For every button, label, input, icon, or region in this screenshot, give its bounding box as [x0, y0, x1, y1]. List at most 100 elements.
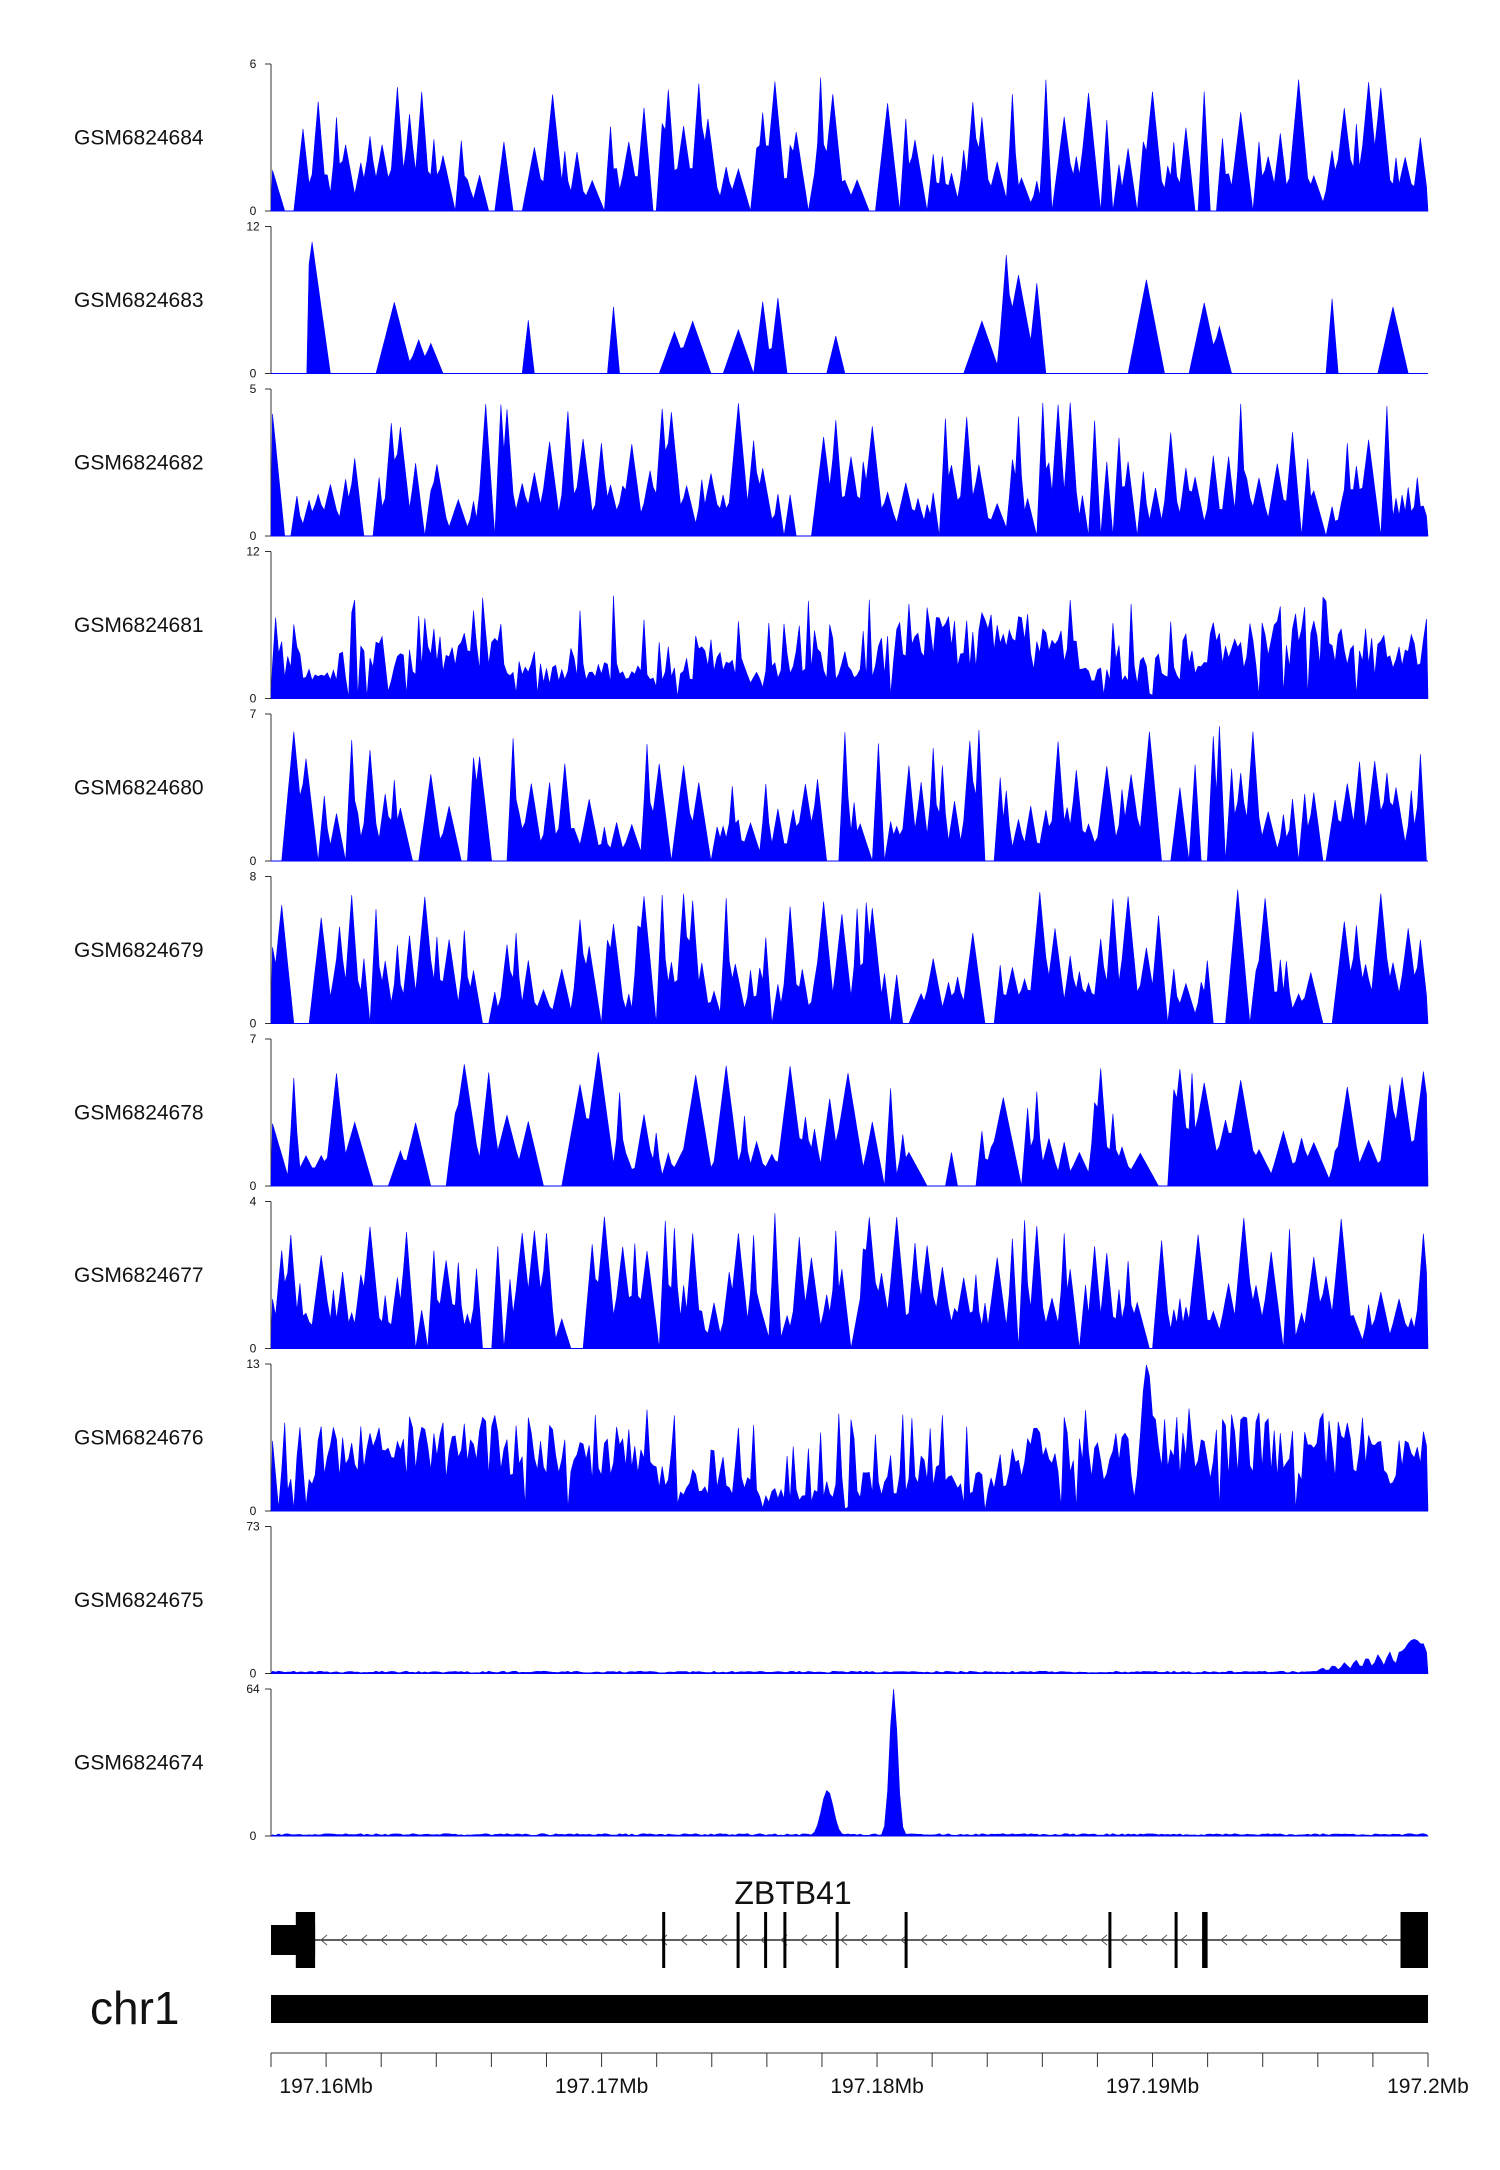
strand-chevron: [1340, 1934, 1348, 1946]
signal-area: [270, 889, 1429, 1024]
y-max-label: 64: [246, 1682, 260, 1696]
y-min-label: 0: [250, 1829, 257, 1843]
strand-chevron: [960, 1934, 968, 1946]
track-GSM6824677: GSM6824677 4 0: [74, 1195, 1429, 1356]
signal-area: [270, 402, 1429, 537]
track-GSM6824679: GSM6824679 8 0: [74, 870, 1429, 1031]
track-label: GSM6824680: [74, 777, 204, 800]
strand-chevron: [520, 1934, 528, 1946]
strand-chevron: [1240, 1934, 1248, 1946]
track-label: GSM6824677: [74, 1264, 204, 1287]
y-min-label: 0: [250, 1342, 257, 1356]
y-min-label: 0: [250, 1667, 257, 1681]
strand-chevron: [380, 1934, 388, 1946]
strand-chevron: [1000, 1934, 1008, 1946]
signal-area: [270, 1688, 1429, 1837]
strand-chevron: [340, 1934, 348, 1946]
strand-chevron: [480, 1934, 488, 1946]
y-max-label: 13: [246, 1357, 260, 1371]
strand-chevron: [1060, 1934, 1068, 1946]
track-label: GSM6824678: [74, 1102, 204, 1125]
x-tick-label: 197.18Mb: [830, 2075, 923, 2098]
x-tick-label: 197.2Mb: [1387, 2075, 1469, 2098]
strand-chevron: [980, 1934, 988, 1946]
strand-chevron: [1080, 1934, 1088, 1946]
gene-exon: [1400, 1912, 1428, 1968]
strand-chevron: [500, 1934, 508, 1946]
y-min-label: 0: [250, 1504, 257, 1518]
track-GSM6824676: GSM6824676 13 0: [74, 1357, 1429, 1518]
gene-exon: [1174, 1912, 1178, 1968]
y-min-label: 0: [250, 1017, 257, 1031]
gene-exon: [1108, 1912, 1112, 1968]
signal-area: [270, 595, 1429, 699]
y-max-label: 7: [250, 1032, 257, 1046]
chromosome-bar: [271, 1995, 1428, 2023]
strand-chevron: [1100, 1934, 1108, 1946]
y-min-label: 0: [250, 854, 257, 868]
strand-chevron: [360, 1934, 368, 1946]
gene-exon: [662, 1912, 666, 1968]
strand-chevron: [1220, 1934, 1228, 1946]
chromosome-track: chr1: [90, 1982, 1428, 2034]
strand-chevron: [1020, 1934, 1028, 1946]
y-min-label: 0: [250, 367, 257, 381]
track-label: GSM6824683: [74, 289, 204, 312]
strand-chevron: [680, 1934, 688, 1946]
y-max-label: 7: [250, 707, 257, 721]
strand-chevron: [1300, 1934, 1308, 1946]
y-max-label: 5: [250, 382, 257, 396]
strand-chevron: [1320, 1934, 1328, 1946]
strand-chevron: [580, 1934, 588, 1946]
strand-chevron: [460, 1934, 468, 1946]
gene-exon: [835, 1912, 839, 1968]
strand-chevron: [1140, 1934, 1148, 1946]
track-label: GSM6824679: [74, 939, 204, 962]
signal-area: [270, 1213, 1429, 1349]
signal-area: [306, 241, 1428, 374]
strand-chevron: [1360, 1934, 1368, 1946]
chromosome-name: chr1: [90, 1982, 179, 2034]
signal-area: [270, 1638, 1429, 1674]
strand-chevron: [1160, 1934, 1168, 1946]
track-label: GSM6824675: [74, 1589, 204, 1612]
strand-chevron: [920, 1934, 928, 1946]
strand-chevron: [800, 1934, 808, 1946]
strand-chevron: [880, 1934, 888, 1946]
y-max-label: 4: [250, 1195, 257, 1209]
y-max-label: 8: [250, 870, 257, 884]
strand-chevron: [1180, 1934, 1188, 1946]
strand-chevron: [860, 1934, 868, 1946]
track-GSM6824683: GSM6824683 12 0: [74, 220, 1428, 381]
track-GSM6824680: GSM6824680 7 0: [74, 707, 1428, 868]
gene-name: ZBTB41: [734, 1875, 851, 1911]
signal-area: [271, 726, 1428, 862]
y-max-label: 73: [246, 1520, 260, 1534]
strand-chevron: [720, 1934, 728, 1946]
y-max-label: 12: [246, 220, 260, 234]
x-tick-label: 197.17Mb: [555, 2075, 648, 2098]
gene-exon: [764, 1912, 768, 1968]
strand-chevron: [400, 1934, 408, 1946]
strand-chevron: [1040, 1934, 1048, 1946]
track-GSM6824682: GSM6824682 5 0: [74, 382, 1429, 543]
y-max-label: 12: [246, 545, 260, 559]
track-GSM6824674: GSM6824674 64 0: [74, 1682, 1429, 1843]
y-min-label: 0: [250, 529, 257, 543]
strand-chevron: [560, 1934, 568, 1946]
track-label: GSM6824682: [74, 452, 204, 475]
strand-chevron: [840, 1934, 848, 1946]
strand-chevron: [1260, 1934, 1268, 1946]
gene-exon: [904, 1912, 908, 1968]
strand-chevron: [440, 1934, 448, 1946]
track-GSM6824684: GSM6824684 6 0: [74, 57, 1429, 218]
signal-tracks: GSM682468460GSM6824683120GSM682468250GSM…: [74, 57, 1429, 1843]
gene-exon: [783, 1912, 787, 1968]
strand-chevron: [700, 1934, 708, 1946]
strand-chevron: [1380, 1934, 1388, 1946]
strand-chevron: [540, 1934, 548, 1946]
x-tick-label: 197.19Mb: [1106, 2075, 1199, 2098]
x-tick-label: 197.16Mb: [279, 2075, 372, 2098]
signal-area: [270, 1052, 1429, 1187]
